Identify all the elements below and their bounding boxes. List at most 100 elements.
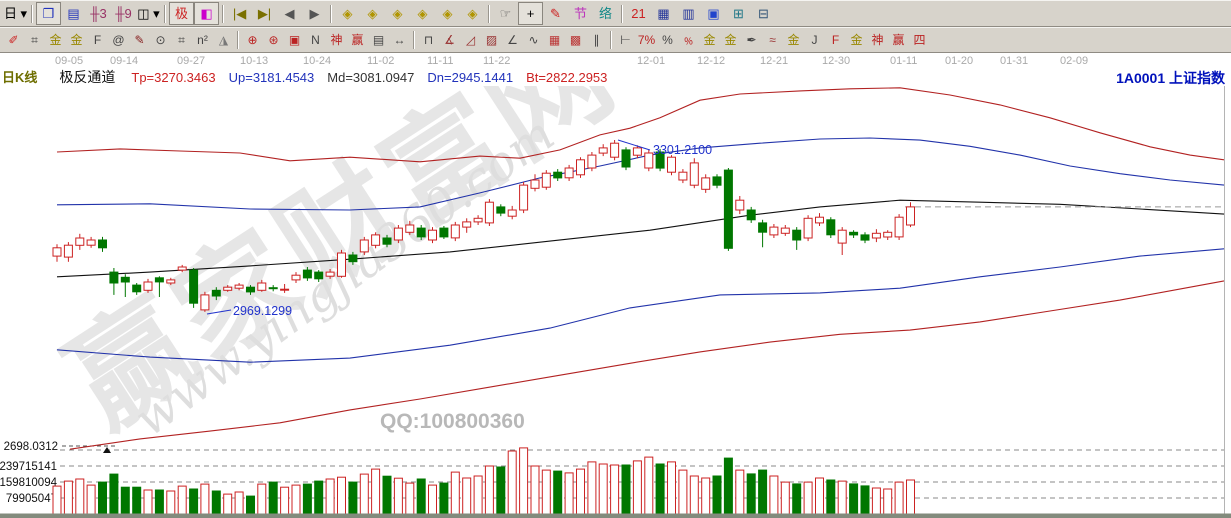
status-strip (0, 513, 1231, 518)
channel-line-tp (56, 87, 1225, 163)
target-box-icon[interactable]: ▣ (288, 32, 301, 47)
angle-f-icon[interactable]: F (831, 32, 840, 47)
percent-line-icon[interactable]: ﹪ (682, 32, 695, 47)
parallel-lines-icon[interactable]: ∥ (593, 32, 600, 47)
grid-red-icon[interactable]: ▦ (548, 32, 561, 47)
price-ladder-icon[interactable]: ⊢ (620, 32, 631, 47)
candles (52, 140, 915, 312)
spiral-icon[interactable]: @ (112, 32, 125, 47)
percent-icon[interactable]: % (662, 32, 673, 47)
pen-measure-icon[interactable]: ✎ (134, 32, 145, 47)
volume-axis-label: 79905047 (6, 493, 57, 505)
toolbar-separator (488, 4, 490, 23)
fibo-grid-icon[interactable]: F (93, 32, 102, 47)
channel-name-label: 极反通道 (59, 69, 116, 85)
toolbar-separator (31, 4, 33, 23)
trend-angle-icon[interactable]: ∠ (507, 32, 518, 47)
notepad-icon[interactable]: ▥ (682, 6, 695, 21)
channel-param: Tp=3270.3463 (131, 70, 216, 85)
n-square-icon[interactable]: n² (197, 32, 208, 47)
date-label: 09-14 (110, 55, 139, 67)
flag-pen-icon[interactable]: ✒ (746, 32, 757, 47)
window-layout-icon[interactable]: ❒ (36, 2, 61, 25)
angle-ying-icon[interactable]: 赢 (892, 32, 905, 47)
marker-triangle (103, 447, 111, 453)
period-day-icon[interactable]: 日 ▾ (3, 6, 28, 21)
toolbar-separator (413, 31, 415, 49)
chart-3-icon[interactable]: ╫3 (90, 6, 107, 21)
angle-gold-icon[interactable]: 金 (850, 32, 863, 47)
toolbar-main: 日 ▾ ❒ ▤ ╫3 ╫9 ◫ ▾ 极 ◧ |◀ ▶| ◀ ▶ ◈ ◈ ◈ ◈ ◈ ◈ ☞ + ✎ 节络 21 ▦ ▥ ▣ ⊞ ⊟ (0, 0, 1231, 27)
chart-9-icon[interactable]: ╫9 (115, 6, 132, 21)
first-page-icon[interactable]: |◀ (232, 6, 247, 21)
tool-luo-icon[interactable]: 络 (598, 6, 612, 21)
gold-grid-2-icon[interactable]: 金 (70, 32, 83, 47)
box-frame-icon[interactable]: ⊓ (423, 32, 434, 47)
angle-si-icon[interactable]: 四 (913, 32, 926, 47)
wave-tool-icon[interactable]: ≈ (769, 32, 776, 47)
send-chart-icon[interactable]: ⊞ (733, 6, 744, 21)
next-bar-icon[interactable]: ▶ (309, 6, 320, 21)
brush-icon[interactable]: ✐ (8, 32, 19, 47)
percent-7-icon[interactable]: 7% (637, 32, 656, 47)
date-label: 12-01 (637, 55, 666, 67)
shade-box-icon[interactable]: ▨ (485, 32, 498, 47)
gold-line-icon[interactable]: 金 (724, 32, 737, 47)
angle-mirror-icon[interactable]: ◮ (218, 32, 229, 47)
pan-hand-icon[interactable]: ☞ (499, 6, 512, 21)
tool-jie-icon[interactable]: 节 (573, 6, 587, 21)
gold-circle-icon[interactable]: 金 (703, 32, 716, 47)
ying-tool-icon[interactable]: 赢 (351, 32, 364, 47)
fan-box-icon[interactable]: ◿ (465, 32, 476, 47)
channel-line-up (56, 137, 1225, 211)
h-span-icon[interactable]: ↔ (393, 32, 406, 47)
toolbar-separator (164, 4, 166, 23)
channel-param: Up=3181.4543 (228, 70, 315, 85)
date-label: 12-12 (697, 55, 726, 67)
channel-line-md (56, 199, 1225, 278)
k-notation-icon[interactable]: Ν (311, 32, 320, 47)
zigzag-icon[interactable]: ∿ (528, 32, 539, 47)
grid-red-2-icon[interactable]: ▩ (569, 32, 582, 47)
angle-j-icon[interactable]: J (811, 32, 818, 47)
quote-board-icon[interactable]: ▤ (67, 6, 80, 21)
calendar-icon[interactable]: 21 (631, 6, 646, 21)
diamond-expand-icon[interactable]: ◈ (417, 6, 428, 21)
save-icon[interactable]: ▣ (707, 6, 720, 21)
toolbar-drawing: ✐ ⌗ 金金 F @ ✎ ⊙ ⌗ n² ◮ ⊕ ⊛ ▣ Ν 神赢 ▤ ↔ ⊓ ∡ ◿ ▨ ∠ ∿ ▦ ▩ ∥ ⊢ 7%% ﹪ 金金 ✒ ≈ 金 J… (0, 27, 1231, 53)
prev-bar-icon[interactable]: ◀ (284, 6, 295, 21)
network-icon[interactable]: ⊟ (758, 6, 769, 21)
gann-comb-icon[interactable]: ⌗ (31, 32, 38, 47)
shen-tool-icon[interactable]: 神 (330, 32, 343, 47)
target-burst-icon[interactable]: ⊛ (268, 32, 279, 47)
kline-period-label: 日K线 (2, 70, 38, 85)
draw-pen-icon[interactable]: ✎ (550, 6, 561, 21)
target-circle-icon[interactable]: ⊕ (247, 32, 258, 47)
jifan-channel-icon[interactable]: 极 (169, 2, 194, 25)
gold-grid-1-icon[interactable]: 金 (49, 32, 62, 47)
gold-3-icon[interactable]: 金 (787, 32, 800, 47)
candle-style-icon[interactable]: ◫ ▾ (137, 6, 160, 21)
date-label: 11-22 (483, 55, 511, 67)
date-label: 11-02 (367, 55, 395, 67)
date-label: 11-11 (427, 55, 454, 67)
color-volume-icon[interactable]: ◧ (194, 2, 219, 25)
diamond-compress-icon[interactable]: ◈ (392, 6, 403, 21)
annotation-leader (206, 309, 232, 315)
date-label: 09-27 (177, 55, 206, 67)
gann-wheel-icon[interactable]: ⊙ (155, 32, 166, 47)
calculator-icon[interactable]: ▦ (657, 6, 670, 21)
comb-2-icon[interactable]: ⌗ (178, 32, 185, 47)
last-page-icon[interactable]: ▶| (257, 6, 272, 21)
kline-chart[interactable]: 赢家财富网www.yingjia360.comQQ:10080036023971… (0, 86, 1231, 518)
diamond-star-icon[interactable]: ◈ (442, 6, 453, 21)
angle-shen-icon[interactable]: 神 (871, 32, 884, 47)
diamond-right-icon[interactable]: ◈ (367, 6, 378, 21)
fan-lines-icon[interactable]: ∡ (444, 32, 455, 47)
ruler-123-icon[interactable]: ▤ (372, 32, 385, 47)
chart-header: 日K线 极反通道 Tp=3270.3463 Up=3181.4543 Md=3081… (2, 67, 620, 85)
crosshair-icon[interactable]: + (518, 2, 543, 25)
diamond-move-icon[interactable]: ◈ (467, 6, 478, 21)
diamond-left-icon[interactable]: ◈ (342, 6, 353, 21)
channel-param: Bt=2822.2953 (526, 70, 608, 85)
